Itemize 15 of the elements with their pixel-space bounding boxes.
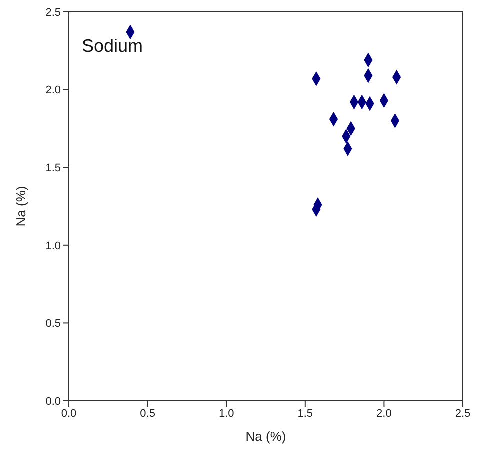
y-tick-label: 1.5 [46,162,61,175]
y-tick-label: 2.5 [46,6,61,19]
y-tick-label: 0.0 [46,396,61,408]
annotation: Sodium [82,36,144,57]
y-tick-label: 1.0 [46,240,61,252]
y-tick-label: 0.5 [46,318,61,330]
x-tick-label: 0.0 [61,408,77,420]
x-tick-label: 2.0 [376,408,392,420]
x-tick-label: 0.5 [140,408,156,420]
x-tick-label: 2.5 [455,408,471,420]
y-tick-label: 2.0 [46,84,61,97]
x-tick-label: 1.5 [298,408,314,420]
x-axis-title: Na (%) [246,429,286,444]
x-tick-label: 1.0 [218,408,234,420]
y-axis-title: Na (%) [14,186,29,227]
